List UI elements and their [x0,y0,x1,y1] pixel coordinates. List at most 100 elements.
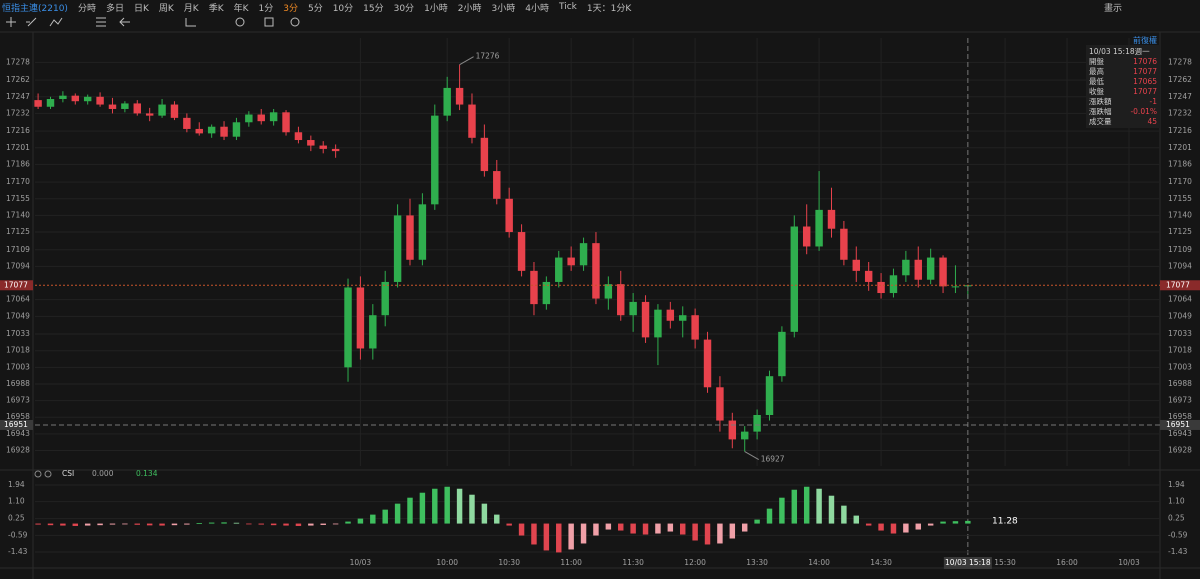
indicator-bar [283,523,289,526]
y-tick-label: 16943 [1168,429,1192,438]
candle-body [691,315,699,340]
eye-tool[interactable] [290,17,300,27]
indicator-bar [456,488,463,524]
settings-icon[interactable] [34,470,42,478]
indicator-bar [469,494,475,524]
indicator-bar [717,523,723,544]
period-button[interactable]: 多日 [105,3,124,14]
measure-tool[interactable] [185,18,196,27]
crosshair-box [1160,419,1200,430]
candle-body [455,87,464,105]
info-value: -1 [1149,97,1157,106]
arrow-tool[interactable] [119,17,130,27]
candle-body [96,96,104,105]
candle-body [641,301,650,338]
candle-body [765,376,774,415]
candle-body [418,204,427,260]
period-button[interactable]: 15分 [363,3,384,14]
period-button[interactable]: 3分 [283,3,298,14]
candle-body [840,228,848,260]
period-button[interactable]: 周K [158,3,174,14]
indicator-bar [630,523,636,534]
x-tick-label: 10/03 [1118,558,1140,567]
y-tick-label: 17018 [6,346,30,355]
candle-body [939,257,947,287]
indicator-bar [704,523,711,545]
period-button[interactable]: 季K [208,3,224,14]
indicator-bar [667,523,674,532]
info-value: 17065 [1133,77,1157,86]
menu-label[interactable]: 畫示 [1103,4,1122,14]
max-annotation: 17276 [476,52,500,61]
candle-body [431,115,439,205]
indicator-bar [605,523,612,530]
period-button[interactable]: 年K [233,3,249,14]
candle-body [269,112,278,122]
period-button[interactable]: 月K [183,3,199,14]
candle-body [183,117,191,129]
info-value: 17077 [1133,67,1157,76]
candle-body [133,103,141,114]
indicator-bar [47,523,54,526]
candle-body [83,96,92,102]
indicator-bar [97,523,103,526]
indicator-bar [741,523,748,532]
indicator-bar [890,523,897,534]
candle-body [71,95,80,102]
period-button[interactable]: 3小時 [491,3,516,14]
magnet-tool[interactable] [235,17,245,27]
candle-body [889,275,898,294]
period-button[interactable]: 1天：1分K [586,3,632,14]
period-button[interactable]: 1小時 [424,3,448,14]
indicator-bar [543,523,550,551]
period-button[interactable]: 4小時 [525,3,549,14]
delete-tool[interactable] [264,17,274,27]
indicator-bar [531,523,537,545]
indicator-title: CSI [62,469,74,478]
line-tool[interactable] [26,17,37,27]
period-button[interactable]: 5分 [307,3,323,14]
indicator-bar [952,521,959,524]
symbol[interactable]: 恒指主連(2210) [2,3,68,14]
indicator-bar [295,523,302,526]
indicator-bar [35,523,41,525]
candle-body [778,331,786,377]
crosshair-tool[interactable] [6,17,16,27]
indicator-bar [382,509,388,524]
candle-body [951,286,960,288]
info-key: 收盤 [1089,87,1104,96]
y-tick-label: 17262 [6,75,30,84]
candle-body [629,301,637,316]
period-button[interactable]: 分時 [77,3,96,14]
y-tick-label: 17125 [6,227,30,236]
indicator-bar [729,523,736,539]
indicator-value: 0.134 [136,469,158,478]
info-row: 漲跌額 -1 [1089,97,1157,107]
y-tick-label: 17140 [1168,210,1192,219]
candle-body [555,257,563,282]
x-tick-label: 13:30 [746,558,768,567]
adjust-button[interactable]: 前復權 [1133,36,1157,45]
x-tick-label: 11:30 [622,558,644,567]
eye-icon[interactable] [44,470,52,478]
period-button[interactable]: 日K [133,3,149,14]
period-button[interactable]: 30分 [393,3,415,14]
period-button[interactable]: 2小時 [457,3,482,14]
info-row: 成交量 45 [1089,117,1157,127]
y-tick-label: 17064 [1168,295,1192,304]
period-button[interactable]: Tick [559,2,577,12]
x-tick-label: 16:00 [1056,558,1078,567]
fib-tool[interactable] [96,17,106,27]
y-tick-label: 17049 [1168,311,1192,320]
period-button[interactable]: 1分 [258,3,274,14]
candle-body [195,128,203,134]
trend-tool[interactable] [49,17,63,27]
indicator-bar [221,522,227,524]
info-key: 漲跌幅 [1089,107,1112,116]
candle-body [307,140,315,146]
y-tick-label: 17140 [6,210,30,219]
period-button[interactable]: 10分 [332,3,354,14]
candle-body [604,284,613,299]
info-value: 17077 [1133,87,1157,96]
